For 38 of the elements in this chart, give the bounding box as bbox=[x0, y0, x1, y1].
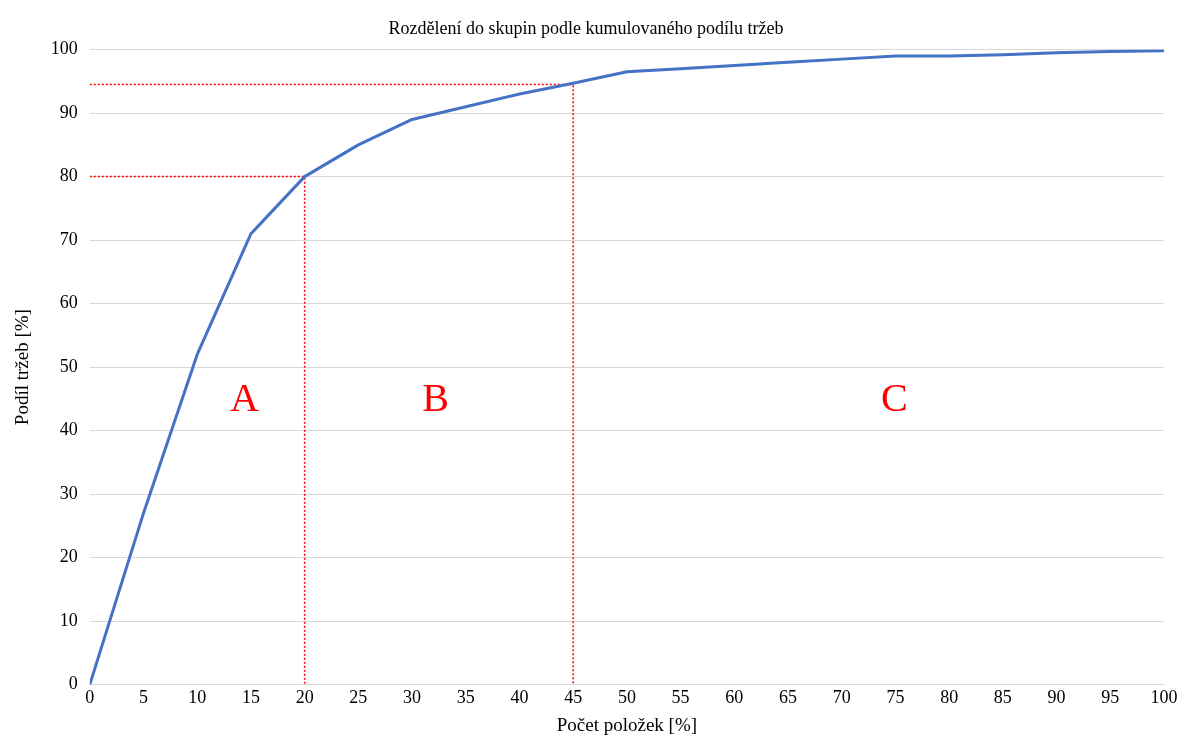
y-tick-label: 70 bbox=[59, 228, 78, 249]
annotation: A bbox=[230, 375, 260, 421]
annotation: C bbox=[881, 375, 908, 421]
x-tick-label: 30 bbox=[403, 687, 422, 708]
y-tick-label: 40 bbox=[59, 419, 78, 440]
x-tick-label: 55 bbox=[671, 687, 690, 708]
x-tick-label: 90 bbox=[1047, 687, 1066, 708]
y-tick-label: 90 bbox=[59, 101, 78, 122]
x-tick-label: 5 bbox=[139, 687, 149, 708]
x-tick-label: 45 bbox=[564, 687, 583, 708]
y-tick-label: 0 bbox=[68, 673, 78, 694]
x-tick-label: 80 bbox=[940, 687, 959, 708]
x-tick-label: 15 bbox=[241, 687, 260, 708]
y-tick-label: 80 bbox=[59, 165, 78, 186]
x-tick-label: 65 bbox=[779, 687, 798, 708]
x-tick-label: 10 bbox=[188, 687, 207, 708]
x-axis-title: Počet položek [%] bbox=[556, 713, 698, 735]
x-tick-label: 60 bbox=[725, 687, 744, 708]
annotation: B bbox=[422, 375, 450, 421]
x-tick-label: 0 bbox=[85, 687, 95, 708]
x-tick-label: 75 bbox=[886, 687, 905, 708]
y-tick-label: 60 bbox=[59, 292, 78, 313]
y-axis-title: Podíl tržeb [%] bbox=[11, 309, 33, 426]
x-tick-label: 25 bbox=[349, 687, 368, 708]
y-tick-label: 30 bbox=[59, 482, 78, 503]
y-tick-label: 20 bbox=[59, 546, 78, 567]
x-tick-label: 95 bbox=[1101, 687, 1120, 708]
x-tick-label: 70 bbox=[832, 687, 851, 708]
x-tick-label: 85 bbox=[993, 687, 1012, 708]
y-tick-label: 10 bbox=[59, 609, 78, 630]
x-tick-label: 50 bbox=[617, 687, 636, 708]
x-tick-label: 40 bbox=[510, 687, 529, 708]
x-tick-label: 100 bbox=[1150, 687, 1178, 708]
y-tick-label: 100 bbox=[50, 38, 78, 59]
chart-title: Rozdělení do skupin podle kumulovaného podílu tržeb bbox=[388, 17, 784, 38]
x-tick-label: 35 bbox=[456, 687, 475, 708]
y-tick-label: 50 bbox=[59, 355, 78, 376]
x-tick-label: 20 bbox=[295, 687, 314, 708]
